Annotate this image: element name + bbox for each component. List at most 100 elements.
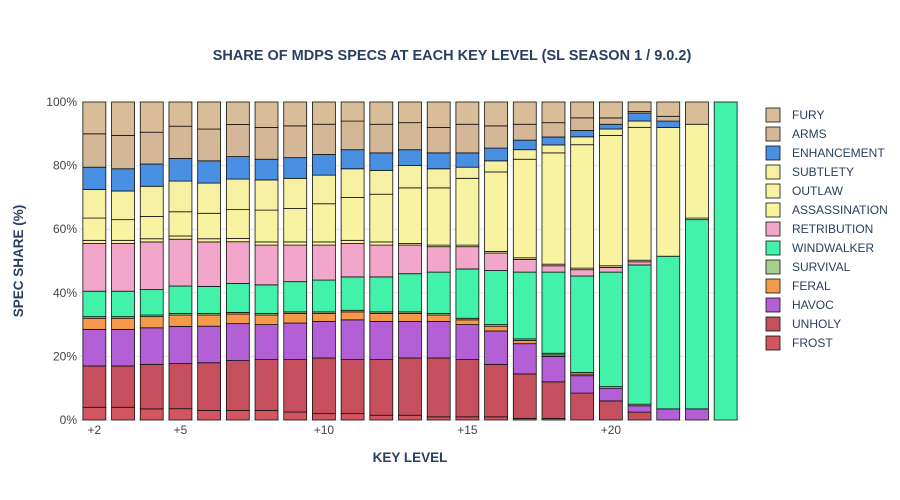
bar-segment-windwalker [541, 271, 566, 354]
bar-segment-enhancement [570, 130, 595, 138]
bar-segment-windwalker [225, 283, 250, 313]
bar-segment-unholy [197, 362, 222, 411]
bar-segment-fury [627, 101, 652, 112]
y-tick-label: 40% [53, 286, 77, 300]
bar-segment-subtlety [82, 189, 107, 219]
bar-segment-unholy [426, 357, 451, 418]
bar-segment-enhancement [254, 158, 279, 181]
legend-swatch [765, 107, 781, 123]
bar-segment-unholy [340, 359, 365, 415]
bar-segment-fury [254, 101, 279, 128]
legend-swatch [765, 297, 781, 313]
bar-segment-assassination [369, 241, 394, 246]
bar-segment-outlaw [111, 219, 135, 241]
bar-segment-retribution [455, 246, 480, 270]
legend-label: FROST [792, 336, 833, 350]
bar-segment-feral [111, 317, 135, 330]
bar-segment-outlaw [283, 208, 308, 243]
legend-swatch [765, 145, 781, 161]
bar-segment-fury [685, 101, 709, 125]
bar-segment-assassination [312, 241, 336, 246]
bar-segment-frost [139, 408, 164, 421]
bar-segment-outlaw [570, 144, 595, 269]
bar-segment-arms [369, 123, 394, 154]
x-tick-label: +2 [88, 423, 102, 437]
legend-swatch [765, 259, 781, 275]
bar-segment-feral [283, 313, 308, 324]
legend-swatch [765, 240, 781, 256]
bar-segment-havoc [426, 321, 451, 359]
bar-segment-assassination [82, 239, 107, 244]
bar-segment-windwalker [283, 281, 308, 313]
bar-segment-havoc [168, 325, 193, 364]
bar-segment-havoc [627, 405, 652, 413]
bar-segment-retribution [541, 265, 566, 273]
bar-segment-arms [512, 123, 537, 141]
bar-segment-subtlety [197, 182, 222, 214]
legend-label: RETRIBUTION [792, 222, 873, 236]
bar-segment-fury [484, 101, 508, 127]
bar-segment-havoc [455, 324, 480, 360]
bar-segment-subtlety [312, 174, 336, 205]
bar-segment-arms [398, 122, 422, 151]
bar-segment-retribution [340, 243, 365, 278]
bar-segment-arms [541, 122, 566, 138]
bar-segment-windwalker [713, 101, 738, 421]
bar-segment-unholy [254, 359, 279, 411]
legend-label: FERAL [792, 279, 831, 293]
bar-segment-subtlety [254, 179, 279, 211]
bar-segment-fury [168, 101, 193, 127]
bar-segment-outlaw [139, 216, 164, 240]
legend: FURY ARMS ENHANCEMENT SUBTLETY OUTLAW ASSASSI… [765, 107, 888, 351]
bar-segment-assassination [139, 238, 164, 243]
bar-segment-assassination [254, 241, 279, 246]
bar-segment-outlaw [312, 203, 336, 243]
bar-segment-subtlety [598, 128, 623, 136]
bar-segment-unholy [455, 359, 480, 418]
legend-label: ARMS [792, 127, 827, 141]
bar-segment-subtlety [139, 185, 164, 217]
bar-segment-enhancement [111, 168, 135, 192]
bar-segment-feral [254, 314, 279, 325]
bar-segment-feral [312, 313, 336, 322]
bar-segment-outlaw [455, 177, 480, 246]
bar-segment-subtlety [111, 190, 135, 221]
bar-segment-unholy [225, 360, 250, 411]
bar-segment-retribution [426, 246, 451, 273]
bar-segment-retribution [369, 244, 394, 278]
legend-label: HAVOC [792, 298, 834, 312]
x-tick-label: +15 [457, 423, 478, 437]
bar-segment-fury [312, 101, 336, 125]
bar-segment-arms [283, 125, 308, 159]
legend-swatch [765, 164, 781, 180]
bar-segment-frost [340, 413, 365, 421]
bar-segment-outlaw [369, 193, 394, 243]
bar-segment-fury [426, 101, 451, 128]
legend-swatch [765, 335, 781, 351]
bar-segment-feral [484, 325, 508, 332]
bar-segment-enhancement [168, 158, 193, 182]
y-tick-label: 20% [53, 349, 77, 363]
bar-segment-feral [139, 316, 164, 329]
bar-segment-retribution [283, 244, 308, 283]
bar-segment-windwalker [598, 271, 623, 388]
bar-segment-retribution [484, 252, 508, 271]
bar-segment-havoc [656, 408, 681, 421]
bar-segment-windwalker [111, 290, 135, 318]
legend-label: ENHANCEMENT [792, 146, 885, 160]
bar-segment-fury [570, 101, 595, 119]
bar-segment-havoc [685, 408, 709, 421]
bar-segment-arms [598, 117, 623, 125]
x-axis-title: KEY LEVEL [373, 450, 448, 465]
bar-segment-fury [369, 101, 394, 125]
bar-segment-subtlety [627, 120, 652, 128]
bar-segment-enhancement [484, 147, 508, 162]
bar-segment-fury [82, 101, 107, 135]
bar-segment-arms [312, 123, 336, 155]
bar-segment-feral [82, 317, 107, 330]
bar-segment-frost [111, 406, 135, 421]
bar-segment-feral [369, 313, 394, 322]
bar-segment-windwalker [139, 289, 164, 316]
bar-segment-enhancement [197, 160, 222, 184]
